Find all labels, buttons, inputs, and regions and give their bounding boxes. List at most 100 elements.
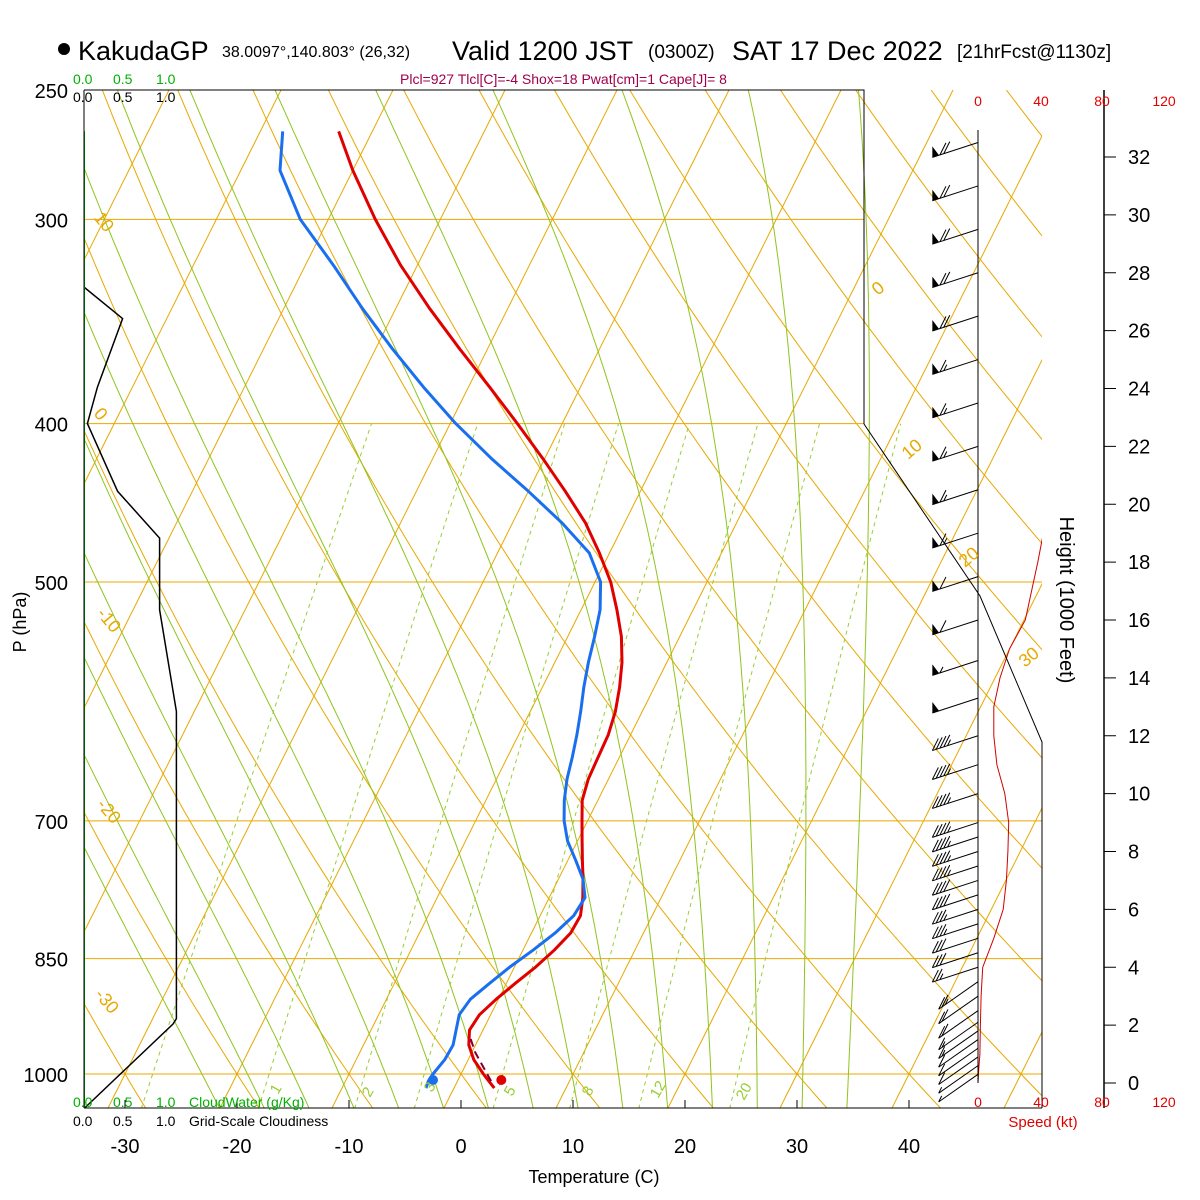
- wind-barb: [932, 532, 979, 549]
- wind-barb: [931, 893, 979, 911]
- isotherm-line: [84, 90, 282, 486]
- cloudiness-scale-bottom-label: 1.0: [156, 1113, 176, 1129]
- height-tick-label: 28: [1128, 263, 1150, 285]
- cloudiness-scale-top-label: 0.0: [73, 89, 93, 105]
- dry-adiabat-line: [403, 90, 1042, 982]
- temp-tick-label: 40: [898, 1136, 920, 1158]
- moist-adiabat-line: [375, 90, 669, 1108]
- speed-axis-title: Speed (kt): [1008, 1114, 1077, 1131]
- dry-adiabat-line: [704, 90, 1042, 545]
- moist-adiabat-line: [116, 90, 534, 1108]
- wind-barb: [931, 952, 979, 969]
- pressure-tick-label: 1000: [24, 1065, 69, 1087]
- moist-adiabat-line: [492, 90, 713, 1108]
- frame: [83, 89, 1116, 1109]
- wind-barb: [931, 864, 979, 882]
- isotherm-line: [107, 90, 618, 1108]
- wind-barb: [931, 879, 979, 896]
- height-tick-label: 10: [1128, 784, 1150, 806]
- height-tick-label: 24: [1128, 379, 1150, 401]
- mixing-ratio-line: [140, 423, 372, 1108]
- cloudwater-scale-bottom-label: 0.5: [113, 1094, 133, 1110]
- dry-adiabat-line: [1157, 90, 1200, 1109]
- mixing-ratio-line: [729, 423, 902, 1108]
- mixing-ratio-line: [413, 423, 619, 1108]
- wind-barb: [931, 835, 979, 853]
- height-axis-title: Height (1000 Feet): [1055, 517, 1077, 684]
- pressure-tick-label: 500: [35, 573, 68, 595]
- wind-speed-profile: [977, 537, 1042, 1084]
- mixing-ratio-line: [258, 423, 479, 1108]
- speed-tick-top-label: 80: [1094, 93, 1110, 109]
- wind-barb: [938, 1047, 979, 1077]
- dry-adiabat-line: [478, 90, 1042, 869]
- dry-adiabat-line: [84, 620, 374, 1108]
- wind-barb: [932, 315, 979, 332]
- mixing-ratio-label: 12: [647, 1078, 670, 1101]
- wind-barbs: [931, 141, 979, 1103]
- cloudiness-scale-top-label: 0.5: [113, 89, 133, 105]
- dry-adiabat-line: [84, 811, 260, 1108]
- moist-adiabat-line: [84, 753, 265, 1108]
- pressure-tick-label: 250: [35, 81, 68, 103]
- cloudiness-profile: [84, 131, 178, 1108]
- moist-adiabat-line: [84, 437, 400, 1108]
- moist-adiabat-line: [84, 845, 220, 1108]
- isotherm-line: [891, 806, 1042, 1108]
- speed-tick-top-label: 120: [1152, 93, 1176, 109]
- dry-adiabat-line: [177, 90, 828, 1108]
- isotherm-label: 0: [90, 404, 112, 425]
- height-tick-label: 2: [1128, 1015, 1139, 1037]
- x-axis-title: Temperature (C): [528, 1167, 659, 1187]
- temp-tick-label: 30: [786, 1136, 808, 1158]
- temp-tick-label: 0: [455, 1136, 466, 1158]
- height-tick-label: 0: [1128, 1073, 1139, 1095]
- top-frame: [84, 89, 865, 424]
- dry-adiabat-line: [779, 90, 1042, 441]
- cloudwater-scale-top-label: 0.5: [113, 71, 133, 87]
- height-tick-label: 30: [1128, 205, 1150, 227]
- isotherm-line: [779, 582, 1042, 1108]
- surface-temperature-dot: [496, 1075, 507, 1085]
- wind-barb: [938, 981, 979, 1010]
- wind-barb: [932, 445, 979, 462]
- speed-tick-bottom-label: 40: [1033, 1094, 1049, 1110]
- wind-barb: [938, 1021, 979, 1051]
- moist-adiabat-line: [189, 90, 579, 1108]
- wind-barb: [931, 908, 979, 925]
- isotherm-label: -10: [93, 604, 125, 637]
- wind-barb: [932, 697, 979, 714]
- thermo-background: [84, 90, 1200, 1109]
- cloudiness-scale-bottom-label: 0.0: [73, 1113, 93, 1129]
- pressure-tick-label: 700: [35, 812, 68, 834]
- wind-barb: [932, 141, 979, 158]
- wind-barb: [932, 402, 979, 419]
- moist-adiabat-line: [84, 310, 445, 1108]
- isotherm-line: [1003, 1030, 1042, 1108]
- mixing-ratio-label: 5: [501, 1083, 520, 1099]
- wind-barb: [932, 184, 979, 202]
- wind-barb: [931, 821, 979, 838]
- moist-adiabat-line: [846, 90, 870, 1108]
- wind-barb: [932, 228, 979, 245]
- cloudiness-scale-bottom-label: 0.5: [113, 1113, 133, 1129]
- wind-barb: [931, 792, 979, 809]
- isotherm-label: -30: [91, 985, 123, 1018]
- cloudiness-scale-top-label: 1.0: [156, 89, 176, 105]
- cloudiness-legend: Grid-Scale Cloudiness: [189, 1113, 328, 1129]
- wind-barb: [932, 576, 979, 592]
- dry-adiabat-line: [553, 90, 1042, 759]
- mixing-ratio-label: 2: [359, 1084, 378, 1100]
- dry-adiabat-line: [1082, 90, 1200, 1109]
- temp-tick-label: -20: [223, 1136, 252, 1158]
- dry-adiabat-line: [855, 90, 1042, 338]
- wind-barb: [938, 1073, 979, 1103]
- isotherm-line: [443, 90, 954, 1108]
- wind-barb: [932, 619, 979, 636]
- cloudwater-scale-bottom-label: 1.0: [156, 1094, 176, 1110]
- temperature-profile: [337, 130, 624, 1090]
- isotherm-line: [219, 90, 730, 1108]
- wind-barb: [938, 995, 979, 1025]
- surface-dewpoint-dot: [428, 1075, 438, 1085]
